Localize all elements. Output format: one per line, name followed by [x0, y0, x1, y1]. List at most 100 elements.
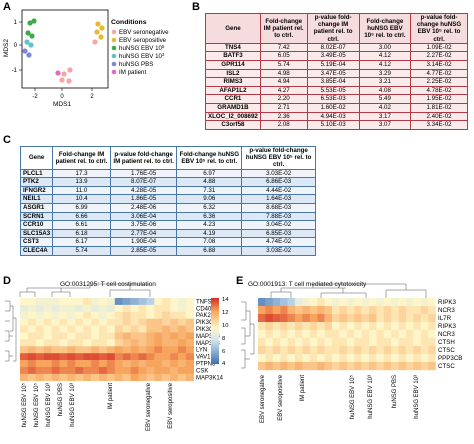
table-c-cell: 4.44E-02 — [241, 185, 316, 196]
heatmap-cell — [162, 353, 171, 361]
heatmap-cell — [51, 360, 60, 368]
table-c-cell: 6.17 — [52, 237, 111, 247]
heatmap-cell — [369, 322, 377, 331]
table-c-cell: 10.4 — [52, 194, 111, 204]
heatmap-cell — [130, 339, 139, 347]
heatmap-row-label: RIPK3 — [438, 323, 456, 330]
heatmap-cell — [280, 330, 288, 339]
table-b-cell: 2.25E-02 — [410, 77, 468, 87]
heatmap-cell — [369, 362, 377, 371]
heatmap-cell — [114, 304, 123, 312]
mds-legend-title: Conditions — [111, 19, 147, 26]
heatmap-cell — [280, 362, 288, 371]
heatmap-cell — [302, 306, 310, 315]
legend-marker — [111, 29, 117, 35]
heatmap-col-label: huNSG EBV 10³ — [46, 383, 52, 427]
heatmap-cell — [106, 332, 115, 340]
table-b-cell: 2.40E-02 — [410, 111, 468, 122]
heatmap-cell — [130, 332, 139, 340]
table-b-header-cell: p-value fold-change huNSG EBV 10⁵ rel. t… — [410, 13, 468, 44]
table-c-cell: 3.03E-02 — [241, 245, 316, 256]
heatmap-row-label: CTSC — [438, 363, 455, 370]
heatmap-cell — [361, 322, 370, 331]
heatmap-cell — [35, 373, 44, 381]
heatmap-cell — [20, 304, 29, 312]
table-b-header-cell: Gene — [205, 13, 261, 44]
heatmap-cell — [185, 339, 194, 347]
heatmap-cell — [114, 360, 123, 368]
heatmap-cell — [376, 330, 384, 339]
heatmap-cell — [75, 353, 84, 361]
table-c-cell: 11.0 — [52, 185, 111, 196]
heatmap-cell — [354, 354, 362, 363]
heatmap-cell — [185, 353, 194, 361]
heatmap-cell — [35, 332, 44, 340]
heatmap-cell — [361, 354, 370, 363]
heatmap-cell — [162, 339, 171, 347]
heatmap-cell — [258, 354, 266, 363]
heatmap-cell — [420, 314, 429, 323]
heatmap-cell — [369, 346, 377, 355]
table-c-cell: PLCL1 — [19, 168, 54, 179]
heatmap-cell — [258, 314, 266, 323]
heatmap-cell — [43, 318, 52, 326]
heatmap-cell — [170, 325, 179, 333]
heatmap-cell — [20, 311, 29, 319]
heatmap-cell — [398, 362, 407, 371]
heatmap-cell — [354, 330, 362, 339]
heatmap-cell — [376, 322, 384, 331]
heatmap-cell — [83, 373, 92, 381]
heatmap-cell — [420, 354, 429, 363]
heatmap-cell — [59, 367, 68, 375]
heatmap-cell — [258, 362, 266, 371]
heatmap-cell — [130, 373, 139, 381]
heatmap-cell — [114, 325, 123, 333]
heatmap-cell — [138, 304, 147, 312]
heatmap-cell — [272, 330, 281, 339]
heatmap-cell — [406, 354, 414, 363]
heatmap-cell — [376, 338, 384, 347]
table-b-cell: 3.00 — [358, 42, 412, 53]
mds-point — [66, 78, 72, 84]
heatmap-cell — [324, 338, 333, 347]
heatmap-cell — [154, 332, 163, 340]
color-scale-tick: 4 — [222, 361, 226, 367]
heatmap-cell — [406, 298, 414, 307]
heatmap-cell — [258, 306, 266, 315]
heatmap-d-col-labels: huNSG EBV 10⁵ huNSG EBV 10⁵ huNSG EBV 10³ h… — [21, 382, 174, 431]
heatmap-cell — [91, 360, 100, 368]
heatmap-cell — [83, 311, 92, 319]
table-b-header: Gene Fold-change IM patient rel. to ctrl… — [205, 13, 468, 44]
heatmap-cell — [302, 330, 310, 339]
heatmap-cell — [272, 322, 281, 331]
heatmap-cell — [346, 354, 355, 363]
table-b-cell: 1.60E-02 — [306, 102, 360, 113]
heatmap-cell — [170, 339, 179, 347]
heatmap-cell — [272, 314, 281, 323]
heatmap-cell — [20, 298, 29, 306]
table-c-cell: 6.97 — [176, 168, 243, 179]
table-b-cell: GPR114 — [205, 60, 261, 70]
heatmap-cell — [295, 306, 303, 315]
heatmap-cell — [178, 325, 187, 333]
heatmap-cell — [391, 346, 399, 355]
heatmap-cell — [122, 373, 131, 381]
mds-point — [61, 71, 67, 77]
heatmap-cell — [130, 298, 139, 306]
table-b-cell: C3orf58 — [205, 120, 261, 130]
heatmap-cell — [324, 298, 333, 307]
heatmap-cell — [138, 318, 147, 326]
mds-point — [94, 29, 100, 35]
table-c-cell: 6.85E-03 — [241, 228, 316, 239]
heatmap-cell — [420, 362, 429, 371]
heatmap-e-dendrogram — [241, 283, 427, 369]
mds-xlabel: MDS1 — [53, 101, 71, 108]
heatmap-col-label: huNSG EBV 10³ — [368, 375, 374, 419]
heatmap-cell — [27, 346, 36, 354]
heatmap-cell — [67, 339, 76, 347]
heatmap-row-label: LYN — [196, 348, 207, 354]
heatmap-cell — [162, 318, 171, 326]
heatmap-cell — [146, 346, 155, 354]
heatmap-cell — [339, 298, 347, 307]
heatmap-cell — [91, 325, 100, 333]
